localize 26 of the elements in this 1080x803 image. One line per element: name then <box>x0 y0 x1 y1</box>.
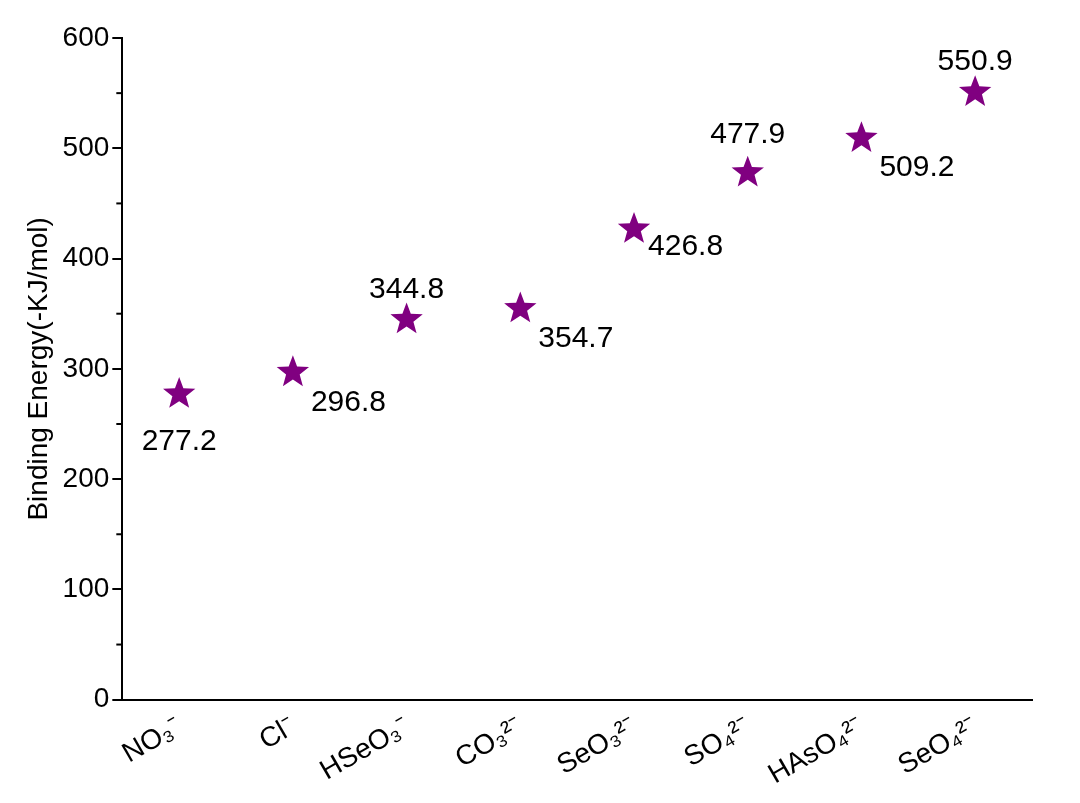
data-label: 426.8 <box>648 228 724 262</box>
y-tick-label: 100 <box>62 572 110 604</box>
point <box>731 155 764 187</box>
data-label: 277.2 <box>141 423 217 457</box>
y-tick-label: 200 <box>62 461 110 493</box>
data-label: 477.9 <box>710 115 786 149</box>
y-tick-label: 600 <box>62 20 110 52</box>
x-tick-label: CO₃²⁻ <box>449 710 528 773</box>
x-tick-label: NO₃⁻ <box>116 710 187 769</box>
point <box>163 376 196 408</box>
y-tick-label: 400 <box>62 241 110 273</box>
y-tick-label: 500 <box>62 131 110 162</box>
data-label: 550.9 <box>937 43 1013 77</box>
point <box>958 75 992 106</box>
x-tick-label: Cl⁻ <box>253 710 300 755</box>
y-axis-title: Binding Energy(-KJ/mol) <box>21 217 53 521</box>
data-label: 509.2 <box>879 149 955 183</box>
point <box>504 291 537 323</box>
data-label: 344.8 <box>369 270 445 304</box>
y-tick-label: 300 <box>62 351 110 383</box>
y-tick-label: 0 <box>93 682 110 714</box>
point <box>845 121 878 152</box>
data-label: 296.8 <box>310 383 386 417</box>
data-label: 354.7 <box>538 319 614 353</box>
point <box>276 355 310 387</box>
point <box>390 302 423 334</box>
